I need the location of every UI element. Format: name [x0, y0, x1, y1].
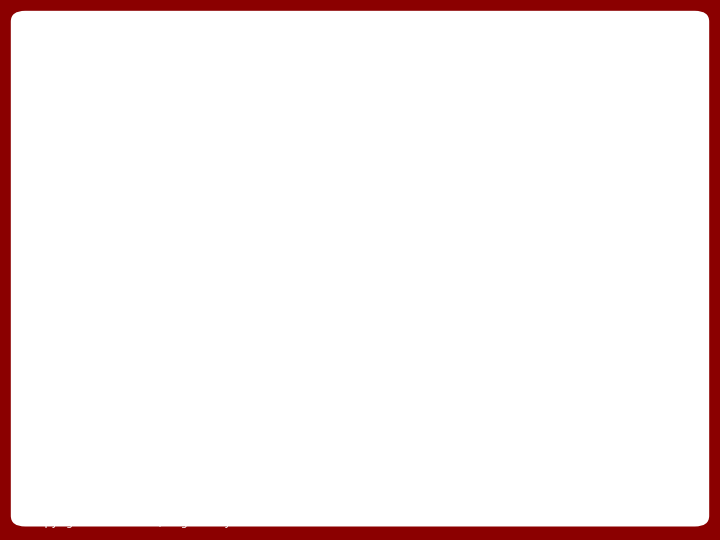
- Ellipse shape: [467, 68, 582, 213]
- Text: , continued: , continued: [425, 87, 567, 110]
- Ellipse shape: [572, 150, 637, 200]
- Text: vessel. Less common than: vessel. Less common than: [128, 199, 329, 213]
- FancyBboxPatch shape: [118, 145, 390, 305]
- Text: A rupture: A rupture: [215, 155, 307, 169]
- Text: Hemorrhagic:: Hemorrhagic:: [128, 155, 228, 169]
- Text: Types of Stroke: Types of Stroke: [90, 68, 449, 110]
- Ellipse shape: [430, 45, 630, 265]
- Ellipse shape: [443, 60, 518, 150]
- Ellipse shape: [542, 60, 618, 150]
- Text: caused by  a break  in a blood: caused by a break in a blood: [128, 177, 379, 191]
- Ellipse shape: [581, 161, 623, 193]
- Text: serious.: serious.: [128, 243, 195, 257]
- Text: ischemic stroke but no less: ischemic stroke but no less: [128, 221, 354, 235]
- Text: Copyright 2009 Seattle/King County EMS: Copyright 2009 Seattle/King County EMS: [30, 518, 258, 528]
